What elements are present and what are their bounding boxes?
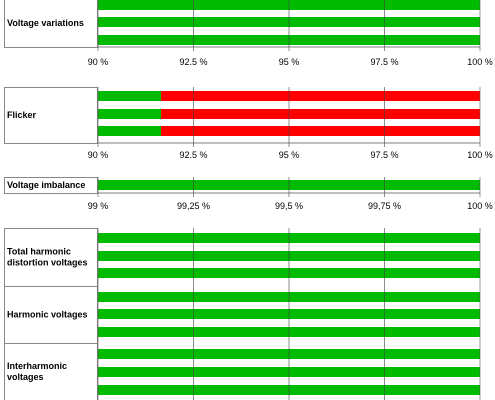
chart-2-bar-1-fail: [161, 91, 480, 101]
chart-6-label-line-2: voltages: [7, 372, 44, 382]
chart-2-bar-3-fail: [161, 126, 480, 136]
chart-3-label: Voltage imbalance: [7, 180, 85, 190]
chart-2-bar-1-ok: [98, 91, 162, 101]
chart-1-label: Voltage variations: [7, 18, 84, 28]
chart-1-tick-label-5: 100 %: [467, 57, 493, 67]
chart-2-bar-2-fail: [161, 109, 480, 119]
chart-5-label-box: [4, 286, 98, 344]
chart-2-tick-label-2: 92.5 %: [179, 150, 207, 160]
chart-2-label-box: [4, 87, 98, 144]
chart-1-tick-label-1: 90 %: [88, 57, 109, 67]
chart-1-label-box: [4, 0, 98, 48]
chart-2-tick-label-1: 90 %: [88, 150, 109, 160]
chart-1-tick-label-3: 95 %: [279, 57, 300, 67]
chart-1-tick-label-4: 97.5 %: [370, 57, 398, 67]
chart-3-tick-label-4: 99,75 %: [368, 201, 401, 211]
chart-4-label-line-2: distortion voltages: [7, 258, 88, 268]
chart-5-label: Harmonic voltages: [7, 310, 88, 320]
chart-3-tick-label-2: 99,25 %: [177, 201, 210, 211]
chart-2-bar-3-ok: [98, 126, 162, 136]
chart-2-label: Flicker: [7, 110, 37, 120]
chart-1-tick-label-2: 92.5 %: [179, 57, 207, 67]
chart-3-tick-label-5: 100 %: [467, 201, 493, 211]
chart-6-label-line-1: Interharmonic: [7, 361, 67, 371]
chart-3-label-box: [4, 177, 98, 194]
chart-2-bar-2-ok: [98, 109, 162, 119]
chart-2-tick-label-5: 100 %: [467, 150, 493, 160]
chart-4-label-box: [4, 228, 98, 287]
chart-2-tick-label-3: 95 %: [279, 150, 300, 160]
chart-4-label-line-1: Total harmonic: [7, 247, 71, 257]
chart-2-tick-label-4: 97.5 %: [370, 150, 398, 160]
chart-6-label-box: [4, 343, 98, 400]
chart-3-tick-label-3: 99,5 %: [275, 201, 303, 211]
chart-3-tick-label-1: 99 %: [88, 201, 109, 211]
